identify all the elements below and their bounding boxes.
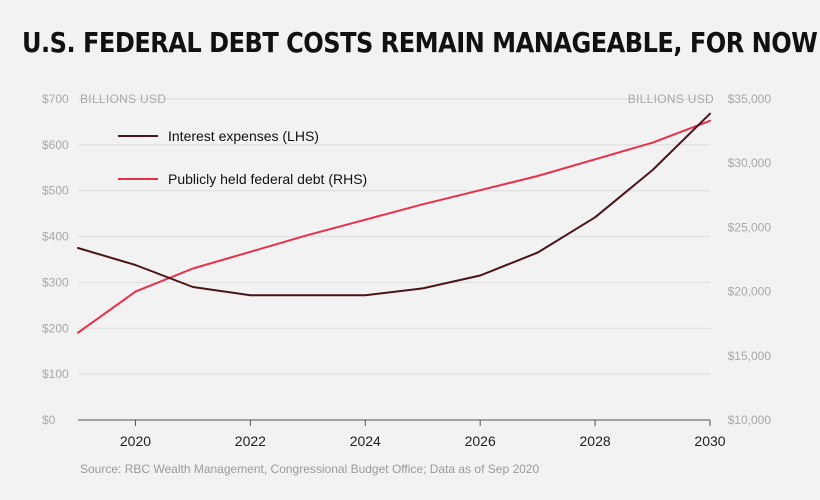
legend-label: Publicly held federal debt (RHS) xyxy=(168,171,367,187)
left-axis-unit-label: BILLIONS USD xyxy=(80,92,166,106)
left-tick-label: $500 xyxy=(42,184,69,198)
left-axis-ticks: $0 $100 $200 $300 $400 $500 $600 $700 xyxy=(42,92,69,427)
right-tick-label: $15,000 xyxy=(728,349,772,363)
series-line-debt xyxy=(77,119,711,334)
chart-title: U.S. FEDERAL DEBT COSTS REMAIN MANAGEABL… xyxy=(22,26,818,59)
legend: Interest expenses (LHS) Publicly held fed… xyxy=(118,128,367,187)
left-tick-label: $700 xyxy=(42,92,69,106)
series-lines xyxy=(77,112,711,334)
left-tick-label: $400 xyxy=(42,230,69,244)
right-tick-label: $25,000 xyxy=(728,220,772,234)
right-tick-label: $10,000 xyxy=(728,413,772,427)
left-tick-label: $100 xyxy=(42,367,69,381)
left-tick-label: $0 xyxy=(42,413,56,427)
x-tick-label: 2020 xyxy=(120,433,151,449)
x-tick-label: 2022 xyxy=(235,433,266,449)
left-tick-label: $300 xyxy=(42,275,69,289)
left-tick-label: $200 xyxy=(42,321,69,335)
x-tick-label: 2030 xyxy=(694,433,725,449)
gridlines xyxy=(78,98,710,421)
left-tick-label: $600 xyxy=(42,138,69,152)
x-axis-ticks: 2020 2022 2024 2026 2028 2030 xyxy=(120,420,726,449)
right-tick-label: $20,000 xyxy=(728,285,772,299)
legend-label: Interest expenses (LHS) xyxy=(168,128,319,144)
source-note: Source: RBC Wealth Management, Congressi… xyxy=(80,462,540,476)
x-tick-label: 2028 xyxy=(580,433,611,449)
x-tick-label: 2024 xyxy=(350,433,381,449)
x-tick-label: 2026 xyxy=(465,433,496,449)
series-line-interest xyxy=(77,112,711,297)
right-axis-unit-label: BILLIONS USD xyxy=(628,92,714,106)
right-axis-ticks: $10,000 $15,000 $20,000 $25,000 $30,000 $35,0… xyxy=(728,92,772,427)
right-tick-label: $30,000 xyxy=(728,156,772,170)
right-tick-label: $35,000 xyxy=(728,92,772,106)
